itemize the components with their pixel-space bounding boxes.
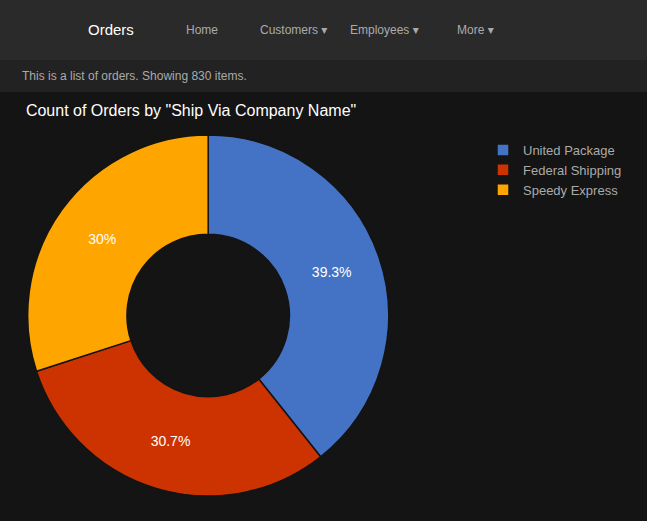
svg-text:Federal Shipping: Federal Shipping [523,163,621,178]
svg-text:Employees ▾: Employees ▾ [350,23,419,37]
svg-text:This is a list of orders. Show: This is a list of orders. Showing 830 it… [22,69,247,83]
svg-text:30%: 30% [88,231,116,247]
svg-text:30.7%: 30.7% [151,433,191,449]
svg-text:United Package: United Package [523,143,615,158]
svg-text:Speedy Express: Speedy Express [523,183,618,198]
svg-text:Customers ▾: Customers ▾ [260,23,327,37]
svg-text:More ▾: More ▾ [457,23,494,37]
svg-text:39.3%: 39.3% [312,264,352,280]
svg-text:Count of Orders by "Ship Via C: Count of Orders by "Ship Via Company Nam… [26,102,356,119]
svg-text:Home: Home [186,23,218,37]
svg-text:Orders: Orders [88,21,134,38]
